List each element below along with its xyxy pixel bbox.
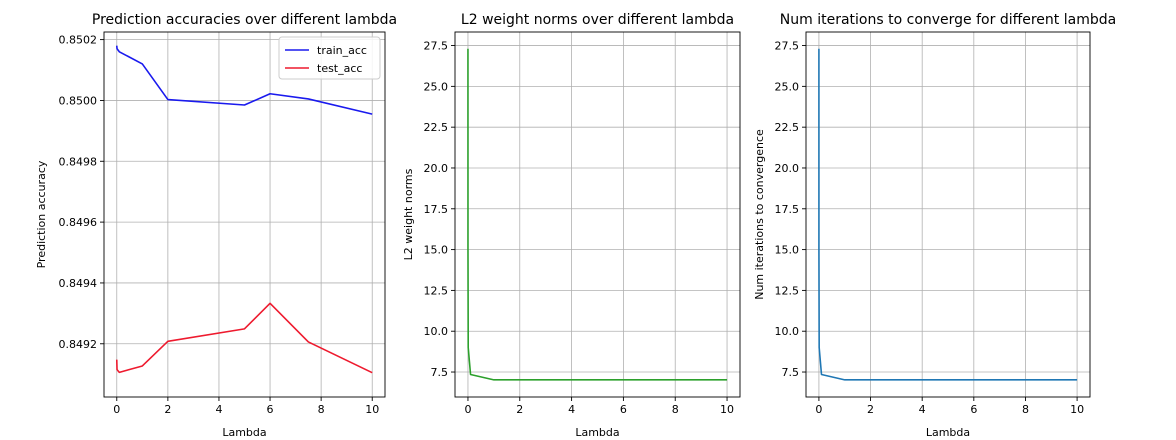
x-tick-label: 10 <box>1070 403 1084 416</box>
plot-frame <box>805 31 1091 398</box>
legend-label-train_acc: train_acc <box>317 44 367 57</box>
y-tick-label: 25.0 <box>424 80 449 93</box>
x-tick-label: 2 <box>164 403 171 416</box>
series-line-series-1 <box>818 48 1078 381</box>
chart-panel-1: 0 2 4 6 8 10 0.8492 0.8494 0.8496 0.8498 0.8500 0.8… <box>35 12 397 439</box>
legend-label-test_acc: test_acc <box>317 62 362 75</box>
x-tick-label: 8 <box>1022 403 1029 416</box>
plot-frame <box>103 31 386 398</box>
x-tick-label: 6 <box>620 403 627 416</box>
x-tick-label: 2 <box>516 403 523 416</box>
x-tick-label: 4 <box>568 403 575 416</box>
y-axis-label: Num iterations to convergence <box>753 129 766 300</box>
x-tick-label: 0 <box>815 403 822 416</box>
y-tick-label: 10.0 <box>424 325 449 338</box>
x-tick-label: 8 <box>672 403 679 416</box>
chart-title: Num iterations to converge for different… <box>780 12 1116 28</box>
plot-frame <box>454 31 741 398</box>
y-tick-label: 25.0 <box>775 80 800 93</box>
y-tick-label: 15.0 <box>424 244 449 257</box>
chart-title: Prediction accuracies over different lam… <box>92 12 397 28</box>
series-line-train_acc <box>115 45 373 115</box>
x-tick-label: 4 <box>919 403 926 416</box>
x-tick-label: 8 <box>318 403 325 416</box>
x-tick-label: 10 <box>365 403 379 416</box>
y-axis-label: L2 weight norms <box>402 168 415 260</box>
y-tick-label: 7.5 <box>431 366 449 379</box>
y-tick-label: 12.5 <box>775 284 800 297</box>
y-tick-label: 0.8498 <box>59 155 98 168</box>
y-tick-label: 17.5 <box>424 203 449 216</box>
y-tick-label: 15.0 <box>775 244 800 257</box>
y-tick-label: 20.0 <box>775 162 800 175</box>
series-line-test_acc <box>115 302 373 374</box>
y-tick-label: 22.5 <box>775 121 800 134</box>
y-tick-label: 12.5 <box>424 284 449 297</box>
x-tick-label: 0 <box>113 403 120 416</box>
y-tick-label: 0.8496 <box>59 216 98 229</box>
x-tick-label: 10 <box>720 403 734 416</box>
y-tick-label: 0.8502 <box>59 34 98 47</box>
y-tick-label: 27.5 <box>424 40 449 53</box>
y-tick-label: 7.5 <box>782 366 800 379</box>
x-tick-label: 2 <box>867 403 874 416</box>
chart-panel-2: 0 2 4 6 8 10 7.5 10.0 12.5 15.0 17.5 20.0 22.5 25.0 27… <box>402 12 741 439</box>
y-tick-label: 0.8492 <box>59 338 98 351</box>
y-tick-label: 27.5 <box>775 40 800 53</box>
chart-title: L2 weight norms over different lambda <box>461 12 734 28</box>
chart-panel-3: 0 2 4 6 8 10 7.5 10.0 12.5 15.0 17.5 20.0 22.5 25.0 27… <box>753 12 1116 439</box>
y-axis-label: Prediction accuracy <box>35 160 48 268</box>
y-tick-label: 10.0 <box>775 325 800 338</box>
x-tick-label: 6 <box>267 403 274 416</box>
x-tick-label: 4 <box>215 403 222 416</box>
x-tick-label: 6 <box>970 403 977 416</box>
x-axis-label: Lambda <box>222 426 266 439</box>
series-line-series-1 <box>467 48 728 381</box>
x-axis-label: Lambda <box>575 426 619 439</box>
legend: train_acc test_acc <box>278 36 381 80</box>
y-tick-label: 0.8494 <box>59 277 98 290</box>
y-tick-label: 20.0 <box>424 162 449 175</box>
x-tick-label: 0 <box>464 403 471 416</box>
y-tick-label: 22.5 <box>424 121 449 134</box>
x-axis-label: Lambda <box>926 426 970 439</box>
y-tick-label: 17.5 <box>775 203 800 216</box>
y-tick-label: 0.8500 <box>59 94 98 107</box>
